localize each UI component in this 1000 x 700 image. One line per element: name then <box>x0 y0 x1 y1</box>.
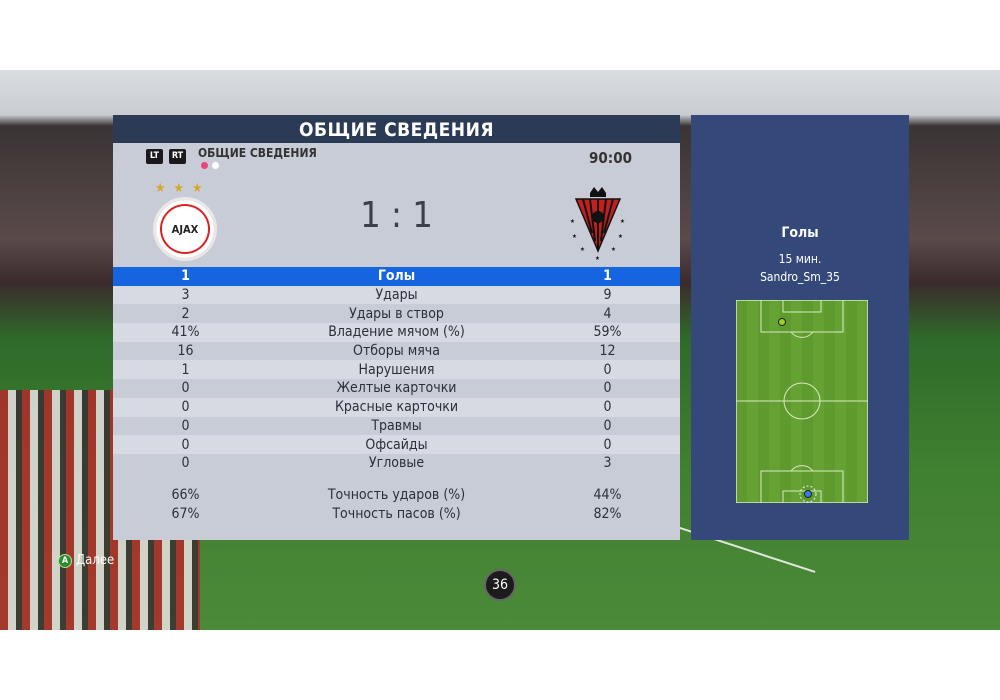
stat-away-value: 9 <box>603 287 612 304</box>
stat-home-value: 0 <box>181 417 190 434</box>
goal-map-pitch <box>736 300 868 503</box>
stat-label: Точность пасов (%) <box>332 505 461 522</box>
side-title: Голы <box>781 225 819 241</box>
stat-label: Угловые <box>368 455 425 472</box>
stat-away-value: 12 <box>599 343 616 360</box>
goal-scorer: Sandro_Sm_35 <box>760 270 840 284</box>
stat-label: Голы <box>377 268 416 285</box>
score: 1 : 1 <box>360 195 433 236</box>
stat-row[interactable]: 0 Красные карточки 0 <box>113 397 680 417</box>
next-button[interactable]: A Далее <box>58 553 114 568</box>
stat-home-value: 41% <box>171 324 200 341</box>
stat-row[interactable]: 1 Нарушения 0 <box>113 360 680 380</box>
stats-panel: ОБЩИЕ СВЕДЕНИЯ LT RT ОБЩИЕ СВЕДЕНИЯ 90:0… <box>113 115 680 540</box>
stat-row[interactable]: 0 Желтые карточки 0 <box>113 379 680 398</box>
stat-label: Точность ударов (%) <box>327 486 466 503</box>
stat-row[interactable]: 16 Отборы мяча 12 <box>113 342 680 361</box>
player-number-badge: 36 <box>484 569 516 601</box>
lt-button[interactable]: LT <box>146 149 163 164</box>
svg-text:★: ★ <box>580 246 585 253</box>
stat-row[interactable]: 0 Угловые 3 <box>113 454 680 473</box>
stat-row[interactable]: 0 Офсайды 0 <box>113 435 680 454</box>
svg-text:★: ★ <box>611 246 616 253</box>
stats-table: 1 Голы 1 3 Удары 9 2 Удары в створ 4 41% Владение … <box>113 267 680 523</box>
stat-label: Владение мячом (%) <box>328 324 465 341</box>
svg-text:★: ★ <box>618 233 623 240</box>
stat-away-value: 0 <box>603 380 612 397</box>
rt-button[interactable]: RT <box>169 149 186 164</box>
stat-label: Офсайды <box>365 436 428 453</box>
stat-home-value: 3 <box>181 287 190 304</box>
stat-away-value: 1 <box>603 268 612 285</box>
stat-row[interactable]: 3 Удары 9 <box>113 285 680 305</box>
spacer <box>113 473 680 486</box>
page-subtitle: ОБЩИЕ СВЕДЕНИЯ <box>198 146 317 160</box>
stat-label: Желтые карточки <box>336 380 457 397</box>
stat-away-value: 4 <box>603 305 612 322</box>
page-dot-active <box>201 162 208 169</box>
stat-row[interactable]: 2 Удары в створ 4 <box>113 304 680 323</box>
next-label: Далее <box>76 553 115 568</box>
stat-away-value: 0 <box>603 436 612 453</box>
stat-home-value: 16 <box>177 343 194 360</box>
stat-row[interactable]: 1 Голы 1 <box>113 267 680 286</box>
stat-away-value: 0 <box>603 399 612 416</box>
stat-label: Нарушения <box>358 361 435 378</box>
stat-home-value: 0 <box>181 455 190 472</box>
stat-label: Удары в створ <box>349 305 444 322</box>
stat-row[interactable]: 66% Точность ударов (%) 44% <box>113 486 680 505</box>
away-team-logo: ★ ★★ ★★ ★★ <box>570 187 625 262</box>
stat-label: Красные карточки <box>334 399 459 416</box>
svg-text:★: ★ <box>570 218 575 225</box>
goal-marker <box>804 490 812 498</box>
stat-home-value: 0 <box>181 399 190 416</box>
stat-home-value: 0 <box>181 380 190 397</box>
page-dot <box>212 162 219 169</box>
stat-row[interactable]: 67% Точность пасов (%) 82% <box>113 504 680 523</box>
stat-home-value: 0 <box>181 436 190 453</box>
panel-title: ОБЩИЕ СВЕДЕНИЯ <box>113 115 680 143</box>
stat-label: Удары <box>375 287 418 304</box>
stat-home-value: 67% <box>171 505 200 522</box>
stat-away-value: 0 <box>603 361 612 378</box>
stat-label: Травмы <box>371 417 422 434</box>
stat-row[interactable]: 0 Травмы 0 <box>113 417 680 436</box>
stat-away-value: 3 <box>603 455 612 472</box>
svg-text:★: ★ <box>595 255 600 262</box>
goal-minute: 15 мин. <box>778 252 822 266</box>
stat-label: Отборы мяча <box>353 343 440 360</box>
svg-text:★: ★ <box>572 233 577 240</box>
stars-icon: ★★★ <box>155 181 211 196</box>
stat-away-value: 0 <box>603 417 612 434</box>
svg-text:★: ★ <box>620 218 625 225</box>
stat-home-value: 1 <box>181 268 190 285</box>
stat-away-value: 59% <box>593 324 622 341</box>
shot-marker <box>778 318 786 326</box>
a-button-icon: A <box>58 553 72 568</box>
stat-away-value: 82% <box>593 505 622 522</box>
match-time: 90:00 <box>589 149 632 167</box>
stat-home-value: 66% <box>171 486 200 503</box>
stat-home-value: 2 <box>181 305 190 322</box>
stat-home-value: 1 <box>181 361 190 378</box>
stat-row[interactable]: 41% Владение мячом (%) 59% <box>113 323 680 342</box>
home-team-logo: AJAX <box>153 197 217 261</box>
stat-away-value: 44% <box>593 486 622 503</box>
